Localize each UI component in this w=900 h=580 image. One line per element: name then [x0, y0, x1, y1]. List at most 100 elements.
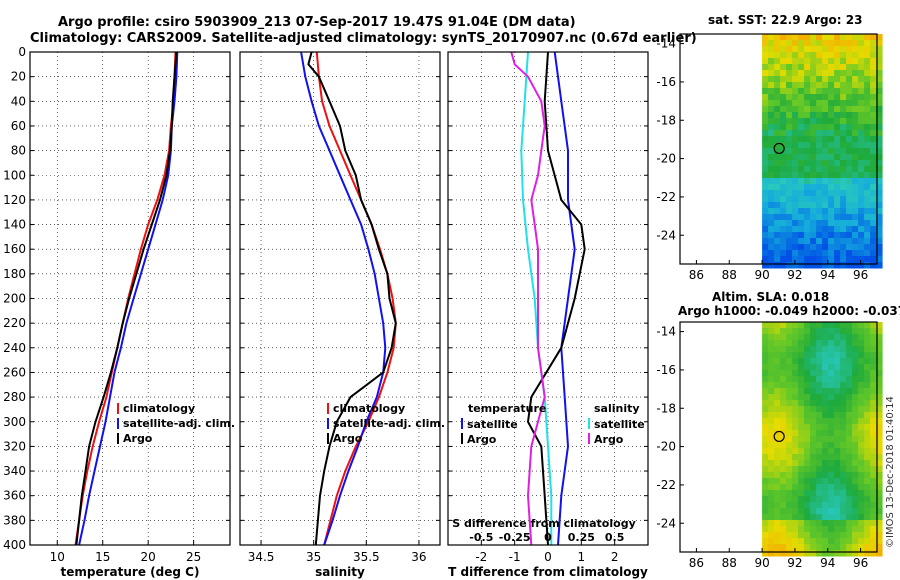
map-cell	[822, 184, 829, 191]
map-cell	[762, 472, 769, 479]
map-cell	[876, 64, 883, 71]
map-cell	[768, 538, 775, 545]
map-cell	[768, 454, 775, 461]
argo-location-marker	[773, 142, 785, 155]
map-cell	[828, 346, 835, 353]
y-tick-label: 240	[3, 341, 26, 355]
map-cell	[810, 238, 817, 245]
map-cell	[846, 136, 853, 143]
map-cell	[774, 364, 781, 371]
map-cell	[810, 58, 817, 65]
map-cell	[768, 142, 775, 149]
x-tick-label: 88	[722, 556, 737, 570]
map-cell	[876, 148, 883, 155]
map-cell	[834, 244, 841, 251]
map-cell	[870, 412, 877, 419]
map-cell	[846, 322, 853, 329]
map-cell	[804, 148, 811, 155]
map-cell	[768, 88, 775, 95]
map-cell	[816, 34, 823, 41]
map-cell	[774, 70, 781, 77]
map-cell	[804, 514, 811, 521]
map-cell	[858, 358, 865, 365]
map-cell	[876, 94, 883, 101]
map-cell	[810, 358, 817, 365]
map-cell	[798, 40, 805, 47]
map-cell	[762, 496, 769, 503]
map-cell	[792, 394, 799, 401]
map-cell	[870, 70, 877, 77]
map-cell	[816, 40, 823, 47]
map-cell	[780, 124, 787, 131]
map-cell	[864, 412, 871, 419]
map-cell	[858, 202, 865, 209]
map-cell	[774, 508, 781, 515]
map-cell	[798, 112, 805, 119]
map-cell	[786, 88, 793, 95]
map-cell	[816, 166, 823, 173]
map-cell	[774, 436, 781, 443]
map-cell	[774, 328, 781, 335]
map-cell	[780, 514, 787, 521]
map-cell	[846, 184, 853, 191]
map-cell	[822, 508, 829, 515]
map-cell	[810, 394, 817, 401]
map-cell	[852, 478, 859, 485]
y-tick-label: -20	[656, 152, 676, 166]
map-cell	[762, 64, 769, 71]
map-cell	[828, 100, 835, 107]
map-cell	[792, 148, 799, 155]
map-cell	[858, 550, 865, 557]
map-cell	[852, 532, 859, 539]
map-cell	[798, 76, 805, 83]
map-cell	[792, 94, 799, 101]
map-cell	[822, 496, 829, 503]
map-cell	[876, 448, 883, 455]
map-cell	[798, 34, 805, 41]
map-cell	[774, 220, 781, 227]
map-cell	[774, 376, 781, 383]
map-cell	[876, 88, 883, 95]
map-cell	[768, 334, 775, 341]
map-cell	[822, 106, 829, 113]
map-cell	[762, 436, 769, 443]
map-cell	[780, 340, 787, 347]
map-cell	[864, 220, 871, 227]
map-cell	[762, 430, 769, 437]
sst-map-title: sat. SST: 22.9 Argo: 23	[708, 13, 862, 27]
map-cell	[828, 490, 835, 497]
map-cell	[810, 148, 817, 155]
map-cell	[780, 154, 787, 161]
map-cell	[798, 328, 805, 335]
map-cell	[822, 232, 829, 239]
map-cell	[822, 454, 829, 461]
map-cell	[792, 334, 799, 341]
map-cell	[816, 478, 823, 485]
map-cell	[858, 424, 865, 431]
map-cell	[864, 334, 871, 341]
map-cell	[792, 88, 799, 95]
map-cell	[804, 226, 811, 233]
map-cell	[816, 88, 823, 95]
map-cell	[834, 544, 841, 551]
map-cell	[864, 64, 871, 71]
map-cell	[780, 370, 787, 377]
map-cell	[774, 460, 781, 467]
map-cell	[822, 142, 829, 149]
map-cell	[852, 376, 859, 383]
map-cell	[774, 472, 781, 479]
map-cell	[804, 136, 811, 143]
map-cell	[834, 376, 841, 383]
map-cell	[768, 502, 775, 509]
map-cell	[846, 100, 853, 107]
map-cell	[852, 424, 859, 431]
map-cell	[822, 460, 829, 467]
map-cell	[864, 430, 871, 437]
map-cell	[810, 160, 817, 167]
plot-frame	[29, 51, 231, 546]
map-cell	[768, 346, 775, 353]
map-cell	[792, 160, 799, 167]
map-cell	[792, 550, 799, 557]
map-cell	[852, 496, 859, 503]
map-cell	[804, 112, 811, 119]
